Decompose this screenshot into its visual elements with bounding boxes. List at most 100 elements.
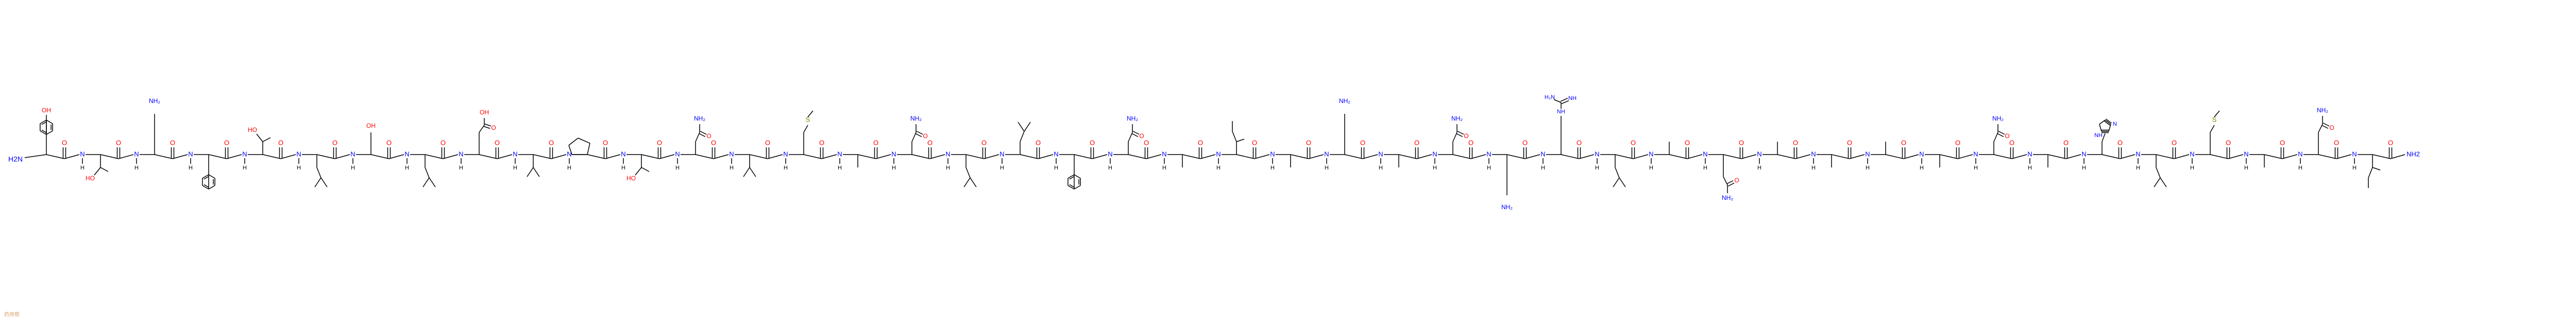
svg-text:O: O (224, 139, 229, 146)
svg-text:N: N (188, 150, 193, 158)
svg-text:O: O (116, 139, 121, 146)
svg-text:N: N (2190, 150, 2194, 158)
svg-text:O: O (1522, 139, 1528, 146)
svg-text:H: H (567, 165, 571, 171)
svg-text:O: O (386, 139, 392, 146)
svg-text:N: N (1811, 150, 1816, 158)
svg-text:N: N (1919, 150, 1924, 158)
svg-text:O: O (1734, 177, 1739, 184)
svg-text:O: O (2329, 124, 2334, 131)
svg-text:H: H (1595, 165, 1599, 171)
svg-text:H: H (351, 165, 355, 171)
svg-text:N: N (1486, 150, 1491, 158)
svg-text:O: O (2280, 139, 2285, 146)
svg-text:N: N (783, 150, 788, 158)
svg-text:O: O (711, 139, 716, 146)
svg-text:H: H (1866, 165, 1870, 171)
svg-text:N: N (1108, 150, 1112, 158)
svg-text:O: O (1685, 139, 1690, 146)
svg-text:O: O (927, 139, 933, 146)
svg-text:O: O (2226, 139, 2231, 146)
svg-text:O: O (2063, 139, 2069, 146)
chemical-structure-svg: O N H H2NOHONHHOONHNH₂ONHONHHOONHONHOHON… (0, 0, 2576, 322)
svg-text:H: H (1162, 165, 1166, 171)
svg-text:N: N (296, 150, 301, 158)
svg-text:H: H (2298, 165, 2302, 171)
watermark-text: 药师帮 (4, 310, 20, 318)
svg-text:O: O (1144, 139, 1149, 146)
svg-text:HO: HO (86, 175, 95, 182)
svg-text:NH₂: NH₂ (149, 97, 160, 105)
svg-text:O: O (1036, 139, 1041, 146)
svg-text:O: O (1414, 139, 1419, 146)
svg-text:OH: OH (366, 122, 376, 129)
svg-text:H: H (1541, 165, 1545, 171)
svg-text:H: H (134, 165, 139, 171)
svg-text:H: H (513, 165, 517, 171)
svg-text:H: H (621, 165, 625, 171)
svg-text:N: N (1270, 150, 1275, 158)
svg-text:NH₂: NH₂ (1992, 115, 2004, 122)
svg-text:N: N (1649, 150, 1653, 158)
svg-text:O: O (2172, 139, 2177, 146)
svg-text:OH: OH (480, 109, 489, 116)
svg-text:H: H (1811, 165, 1816, 171)
svg-text:H: H (1487, 165, 1491, 171)
svg-text:N: N (350, 150, 355, 158)
svg-text:H: H (2190, 165, 2194, 171)
svg-text:N: N (2027, 150, 2032, 158)
svg-text:O: O (1306, 139, 1311, 146)
svg-text:N: N (675, 150, 680, 158)
svg-text:O: O (1198, 139, 1203, 146)
svg-text:O: O (2009, 139, 2014, 146)
svg-text:NH2: NH2 (2406, 150, 2420, 158)
svg-text:O: O (1955, 139, 1960, 146)
svg-text:N: N (459, 150, 463, 158)
svg-text:H: H (730, 165, 734, 171)
svg-text:O: O (332, 139, 337, 146)
svg-text:N: N (1595, 150, 1599, 158)
svg-text:O: O (1360, 139, 1365, 146)
svg-text:N: N (134, 150, 139, 158)
svg-text:H: H (1757, 165, 1761, 171)
svg-text:H: H (2244, 165, 2248, 171)
svg-text:H: H (1974, 165, 1978, 171)
svg-text:N: N (2081, 150, 2086, 158)
svg-text:O: O (495, 139, 500, 146)
svg-text:H: H (2352, 165, 2357, 171)
svg-text:O: O (1631, 139, 1636, 146)
svg-text:N: N (1703, 150, 1707, 158)
svg-text:H: H (243, 165, 247, 171)
svg-text:N: N (1054, 150, 1058, 158)
svg-text:N: N (2136, 150, 2140, 158)
svg-text:N: N (837, 150, 842, 158)
svg-text:HO: HO (626, 175, 636, 182)
svg-text:O: O (1468, 139, 1473, 146)
svg-text:N: N (1216, 150, 1221, 158)
svg-text:O: O (1739, 139, 1744, 146)
peptide-structure-diagram: O N H H2NOHONHHOONHNH₂ONHONHHOONHONHOHON… (0, 0, 2576, 322)
svg-text:NH₂: NH₂ (694, 115, 705, 122)
svg-text:O: O (1252, 139, 1257, 146)
svg-text:O: O (1090, 139, 1095, 146)
svg-text:NH₂: NH₂ (1339, 97, 1350, 105)
svg-text:N: N (2113, 121, 2117, 127)
svg-text:N: N (945, 150, 950, 158)
svg-text:N: N (729, 150, 734, 158)
svg-text:H: H (1000, 165, 1004, 171)
svg-text:NH₂: NH₂ (1451, 115, 1463, 122)
svg-text:H: H (2082, 165, 2086, 171)
svg-text:N: N (1432, 150, 1437, 158)
svg-text:H: H (784, 165, 788, 171)
svg-text:N: N (999, 150, 1004, 158)
svg-text:H: H (1649, 165, 1653, 171)
svg-text:O: O (981, 139, 987, 146)
svg-text:NH₂: NH₂ (1722, 194, 1733, 201)
svg-text:H: H (946, 165, 950, 171)
svg-text:O: O (1847, 139, 1852, 146)
svg-text:H: H (459, 165, 463, 171)
svg-text:O: O (2388, 139, 2393, 146)
svg-text:O: O (2334, 139, 2339, 146)
svg-text:H: H (838, 165, 842, 171)
svg-text:O: O (2117, 139, 2123, 146)
